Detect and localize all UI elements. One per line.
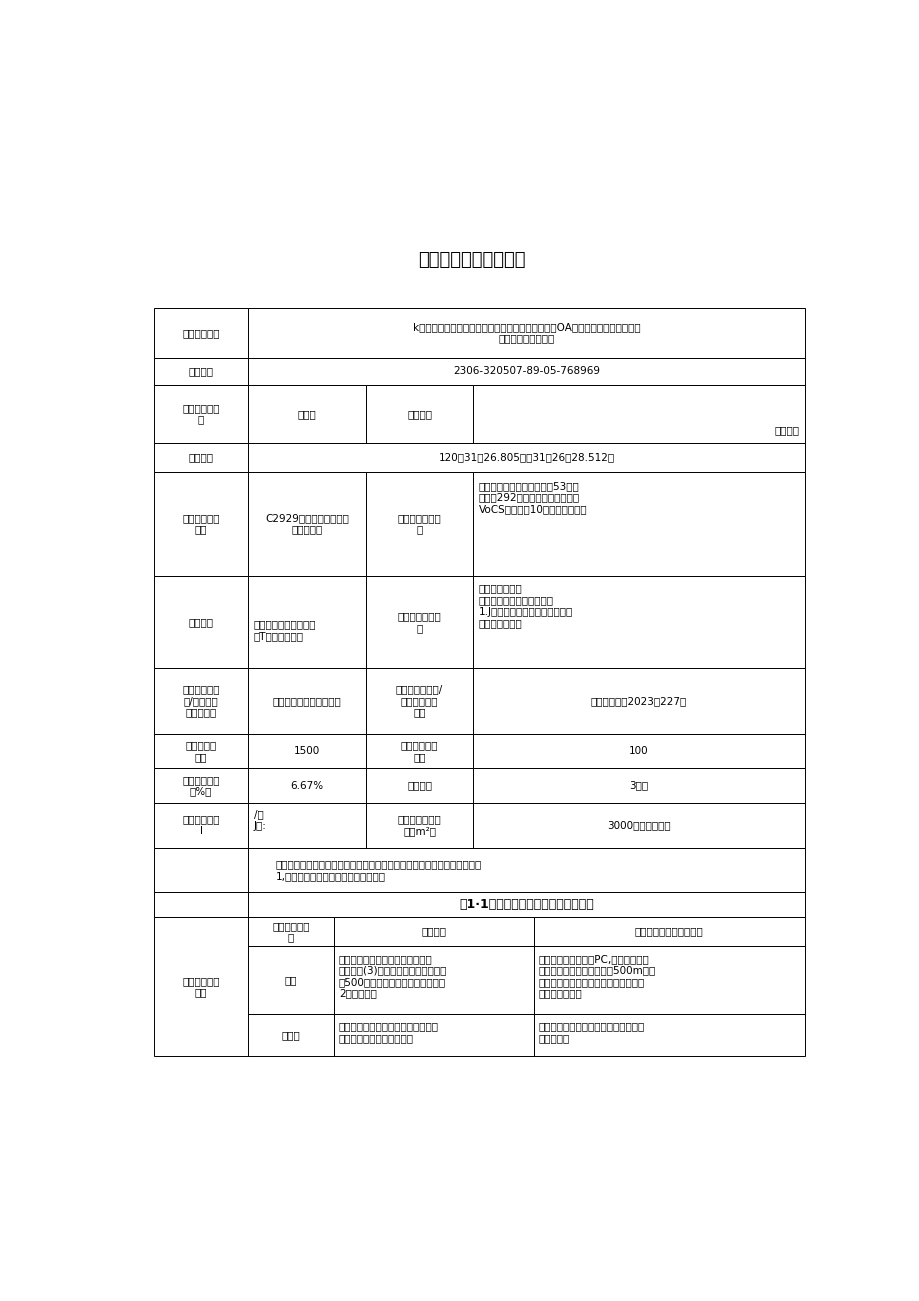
Text: 100: 100 [629,745,648,756]
Bar [153,917,248,1056]
Bar [366,669,472,734]
Bar [248,358,804,385]
Text: 设置原则: 设置原则 [421,926,446,937]
Text: 施工工期: 施工工期 [406,781,432,791]
Bar [472,803,804,847]
Text: 本项目注塑工序使用PC,生产过程中产
生少量二氯甲烷，且厂界外500m范围
内无环境空气保护目标，故此次不开展
大气专项评价。: 本项目注塑工序使用PC,生产过程中产 生少量二氯甲烷，且厂界外500m范围 内无… [539,954,655,999]
Text: 项目审批（核准/
备案）刅（选
填）: 项目审批（核准/ 备案）刅（选 填） [395,684,443,717]
Text: 项目审批（核
准/备案）部
门（选填）: 项目审批（核 准/备案）部 门（选填） [182,684,220,717]
Bar [153,734,248,769]
Bar [248,734,366,769]
Bar [153,803,248,847]
Bar [153,769,248,803]
Bar [248,669,366,734]
Bar [533,946,804,1013]
Bar [533,917,804,946]
Bar [248,1013,334,1056]
Bar [153,576,248,669]
Text: 3个月: 3个月 [629,781,648,791]
Bar [248,946,334,1013]
Text: 二十六、橡胶和塑料制品业53塑料
制品业292其他（年用非溶剂型低
VoCS含量涂料10吨以下的除外）: 二十六、橡胶和塑料制品业53塑料 制品业292其他（年用非溶剂型低 VoCS含量… [478,481,586,514]
Text: 苏州市相城区行政审批局: 苏州市相城区行政审批局 [273,696,341,706]
Text: 建设单位联系
人: 建设单位联系 人 [182,403,220,424]
Text: 建设项目名称: 建设项目名称 [182,328,220,338]
Text: 团新建（迁建）口改建
口T建口技术改造: 团新建（迁建）口改建 口T建口技术改造 [254,619,316,641]
Bar [153,472,248,576]
Bar [248,576,366,669]
Text: 总投资（万
元）: 总投资（万 元） [186,740,216,762]
Text: 地表水: 地表水 [281,1030,300,1039]
Text: 国民经济行业
类别: 国民经济行业 类别 [182,513,220,535]
Bar [153,385,248,442]
Text: 3000（租赁面积）: 3000（租赁面积） [607,820,670,830]
Bar [248,308,804,358]
Text: 三层北侧: 三层北侧 [774,425,799,435]
Text: 6.67%: 6.67% [290,781,323,791]
Bar [366,769,472,803]
Text: 本项目仅排放生活污水，故无需设置地
表水专项。: 本项目仅排放生活污水，故无需设置地 表水专项。 [539,1021,644,1043]
Text: k要旺精密科技（苏州）有限公司新建生产继电器、OA打印机配件、模具、微型
泵、尿液检测仪项目: k要旺精密科技（苏州）有限公司新建生产继电器、OA打印机配件、模具、微型 泵、尿… [413,323,640,343]
Text: 一、建设项目基本情况: 一、建设项目基本情况 [417,251,525,269]
Bar [248,472,366,576]
Text: 建设项目行业类
别: 建设项目行业类 别 [397,513,441,535]
Text: 对照《建设项目环境影响报告表编制技术指南》（污染影响类）（试行）表
1,本项目专项评价设置情况详见下表。: 对照《建设项目环境影响报告表编制技术指南》（污染影响类）（试行）表 1,本项目专… [275,859,482,881]
Bar [334,946,533,1013]
Bar [248,385,366,442]
Text: 建设项目申报情
形: 建设项目申报情 形 [397,611,441,632]
Bar [248,442,804,472]
Bar [248,769,366,803]
Bar [366,803,472,847]
Text: 本项目专项评价设置情况: 本项目专项评价设置情况 [634,926,703,937]
Text: 表1·1本项目专项评价设置情况对照表: 表1·1本项目专项评价设置情况对照表 [459,898,594,911]
Text: 排放废气含有毒有害污染物、二噁
英、苯并(3)花、氟化物、氯气且厂界
外500米范围内有环境空气保护目标
2的建设项目: 排放废气含有毒有害污染物、二噁 英、苯并(3)花、氟化物、氯气且厂界 外500米… [338,954,447,999]
Text: 2306-320507-89-05-768969: 2306-320507-89-05-768969 [452,367,599,376]
Bar [248,803,366,847]
Bar [334,1013,533,1056]
Bar [472,734,804,769]
Bar [366,472,472,576]
Bar [248,892,804,917]
Text: 环保投资（万
元）: 环保投资（万 元） [401,740,437,762]
Text: 相行审投备（2023）227号: 相行审投备（2023）227号 [590,696,686,706]
Bar [472,472,804,576]
Bar [153,308,248,358]
Bar [366,385,472,442]
Bar [248,847,804,892]
Text: 团首次申报项目
口不予批准后再次申报项目
1.J超五年重新审核项目口重大变
动重新报批项目: 团首次申报项目 口不予批准后再次申报项目 1.J超五年重新审核项目口重大变 动重… [478,583,573,628]
Text: 是否开工建设
I: 是否开工建设 I [182,814,220,837]
Bar [153,442,248,472]
Text: 地理坐标: 地理坐标 [188,453,213,462]
Bar [366,734,472,769]
Bar [533,1013,804,1056]
Text: 专项评价设置
情况: 专项评价设置 情况 [182,976,220,998]
Bar [153,847,248,892]
Text: 大气: 大气 [284,974,297,985]
Text: 专项评价的类
别: 专项评价的类 别 [272,921,310,942]
Text: /否
J是:: /否 J是: [254,809,267,830]
Bar [248,917,334,946]
Bar [153,669,248,734]
Bar [472,385,804,442]
Text: 新增工业废水直排建设项目（槽罐车
外送污水处理厂的除外）：: 新增工业废水直排建设项目（槽罐车 外送污水处理厂的除外）： [338,1021,438,1043]
Bar [153,892,248,917]
Text: 建设性质: 建设性质 [188,617,213,627]
Text: C2929塑料零件及其他塑
料制品制造: C2929塑料零件及其他塑 料制品制造 [265,513,348,535]
Text: 环保投资占比
（%）: 环保投资占比 （%） [182,775,220,796]
Bar [472,769,804,803]
Bar [472,576,804,669]
Bar [366,576,472,669]
Text: 项目代码: 项目代码 [188,367,213,376]
Text: 120度31分26.805秒，31度26分28.512秒: 120度31分26.805秒，31度26分28.512秒 [438,453,614,462]
Text: 葛微子: 葛微子 [298,409,316,419]
Text: 用地（用海）面
积（m²）: 用地（用海）面 积（m²） [397,814,441,837]
Bar [334,917,533,946]
Text: 1500: 1500 [294,745,320,756]
Bar [153,358,248,385]
Bar [472,669,804,734]
Text: 联系方式: 联系方式 [406,409,432,419]
